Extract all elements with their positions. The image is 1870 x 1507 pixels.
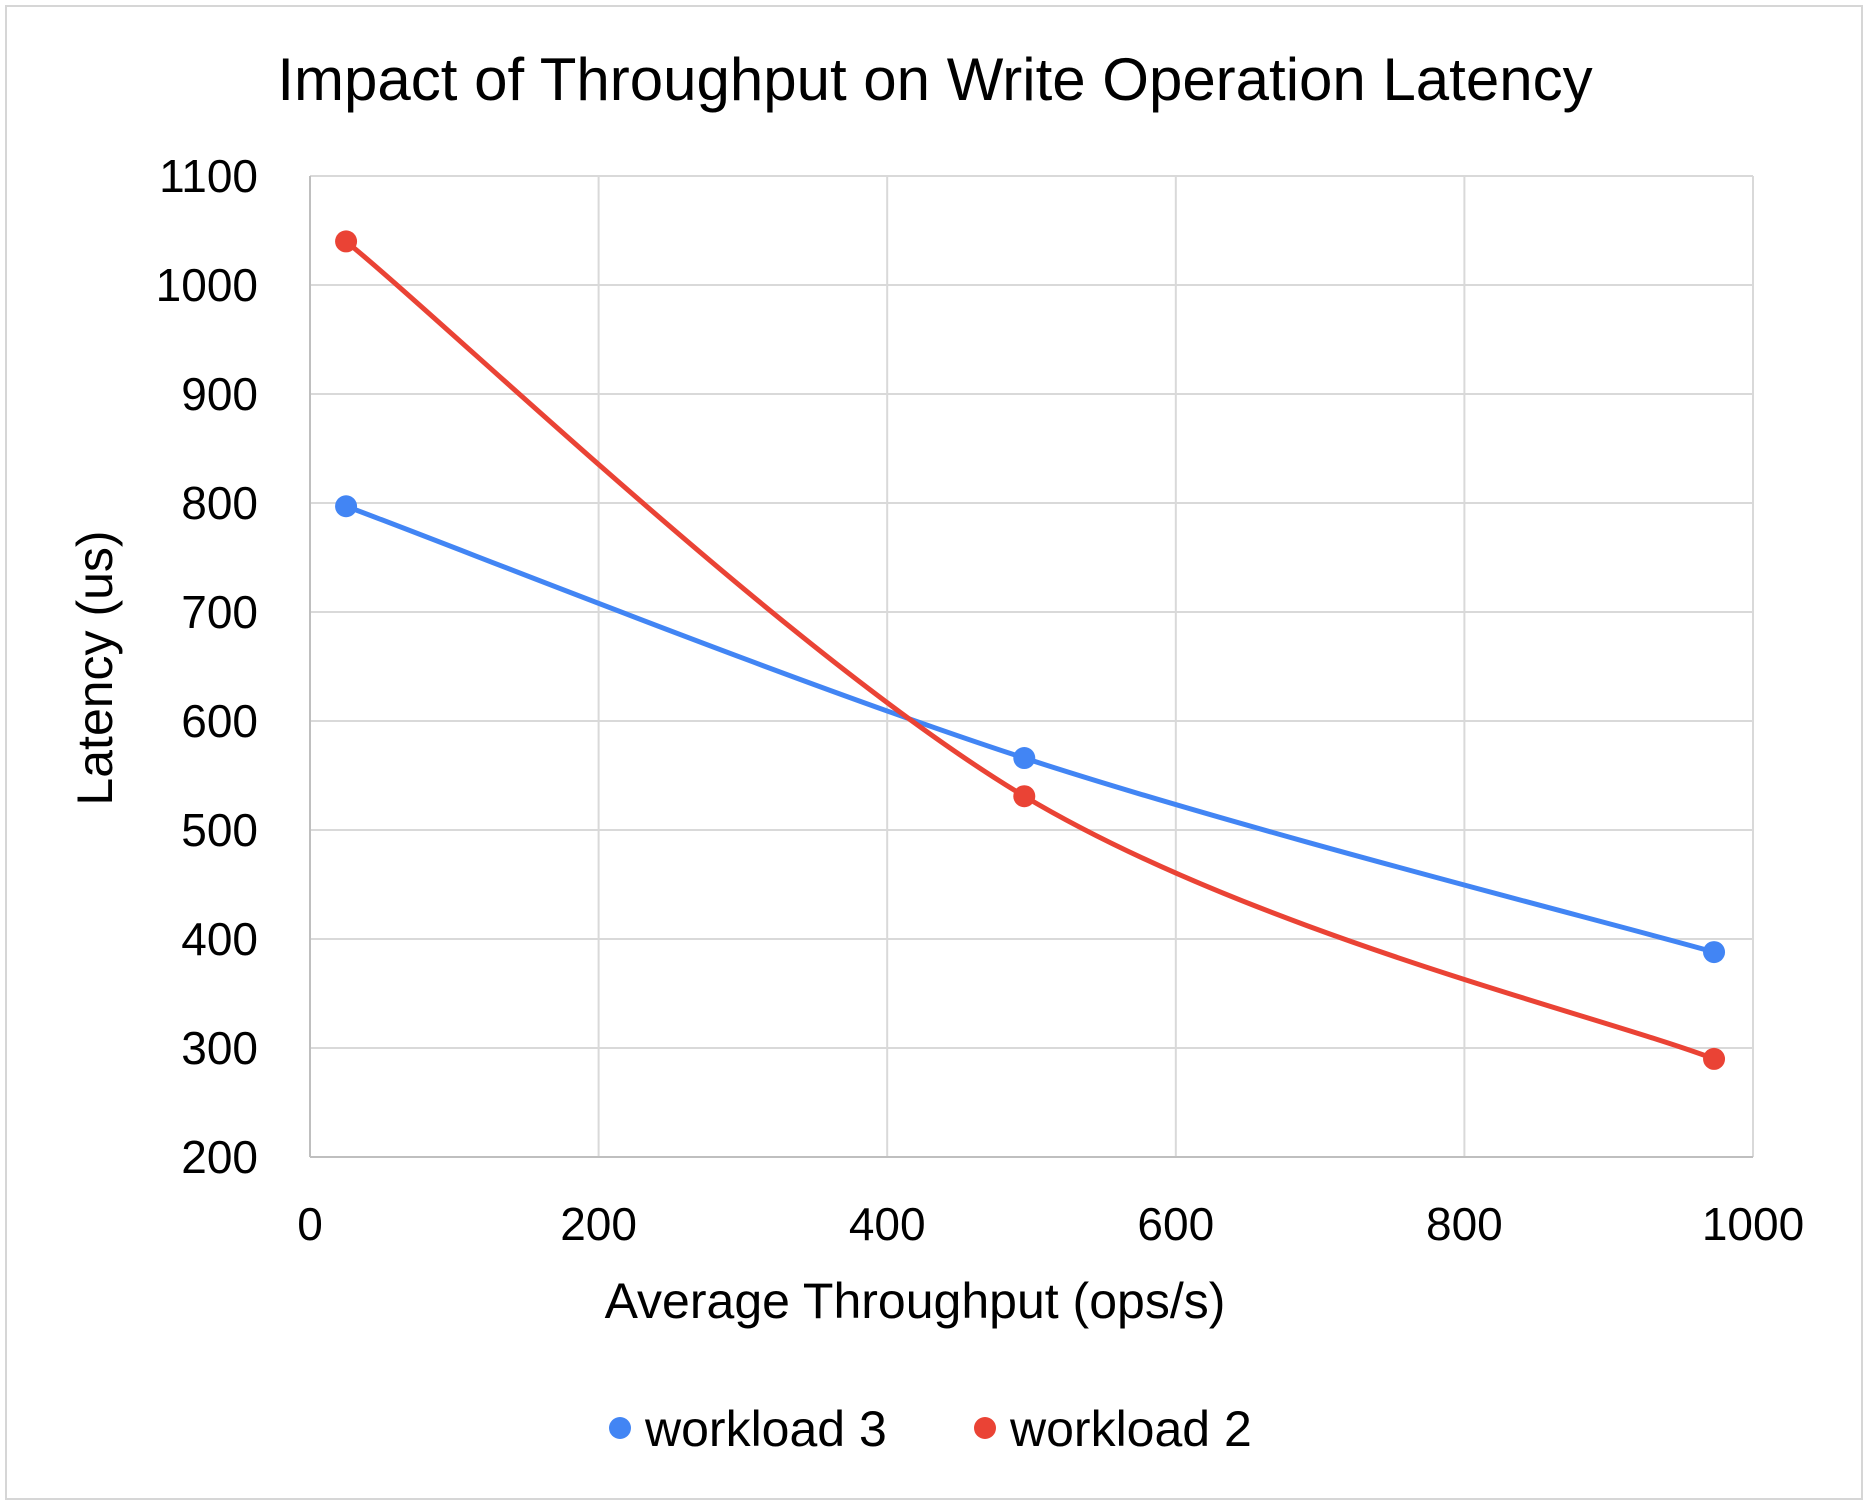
data-point: [1703, 1047, 1726, 1070]
y-tick-label: 1100: [159, 150, 258, 202]
y-tick-label: 200: [181, 1131, 258, 1183]
data-point: [1013, 785, 1036, 808]
x-tick-label: 800: [1426, 1198, 1503, 1250]
chart-title: Impact of Throughput on Write Operation …: [277, 46, 1592, 113]
data-point: [1703, 941, 1726, 964]
x-tick-label: 400: [849, 1198, 926, 1250]
data-points: [335, 230, 1726, 1070]
y-tick-label: 300: [181, 1022, 258, 1074]
chart-frame: [5, 5, 1863, 1500]
legend-label: workload 2: [1009, 1401, 1252, 1457]
legend-marker: [974, 1417, 996, 1439]
y-axis-title: Latency (us): [67, 530, 123, 805]
y-tick-label: 700: [181, 586, 258, 638]
x-tick-label: 0: [297, 1198, 323, 1250]
series-line-2: [343, 238, 1717, 1062]
y-tick-label: 500: [181, 804, 258, 856]
series-line-1: [343, 503, 1717, 955]
axes: [309, 176, 1753, 1158]
tick-labels: 200 300 400 500 600 700 800 900 1000 1100 0 200 400 6…: [156, 150, 1805, 1250]
data-point: [335, 230, 358, 253]
legend-label: workload 3: [644, 1401, 887, 1457]
data-point: [335, 495, 358, 518]
y-tick-label: 400: [181, 913, 258, 965]
y-tick-label: 900: [181, 368, 258, 420]
legend-marker: [609, 1417, 631, 1439]
x-tick-label: 200: [560, 1198, 637, 1250]
y-tick-label: 800: [181, 477, 258, 529]
y-tick-label: 600: [181, 695, 258, 747]
x-tick-label: 1000: [1702, 1198, 1804, 1250]
x-tick-label: 600: [1137, 1198, 1214, 1250]
data-point: [1013, 747, 1036, 770]
y-tick-label: 1000: [156, 259, 258, 311]
grid-lines: [310, 175, 1754, 1157]
x-axis-title: Average Throughput (ops/s): [605, 1273, 1226, 1329]
legend: workload 3 workload 2: [609, 1401, 1252, 1457]
series-lines: [343, 238, 1717, 1062]
